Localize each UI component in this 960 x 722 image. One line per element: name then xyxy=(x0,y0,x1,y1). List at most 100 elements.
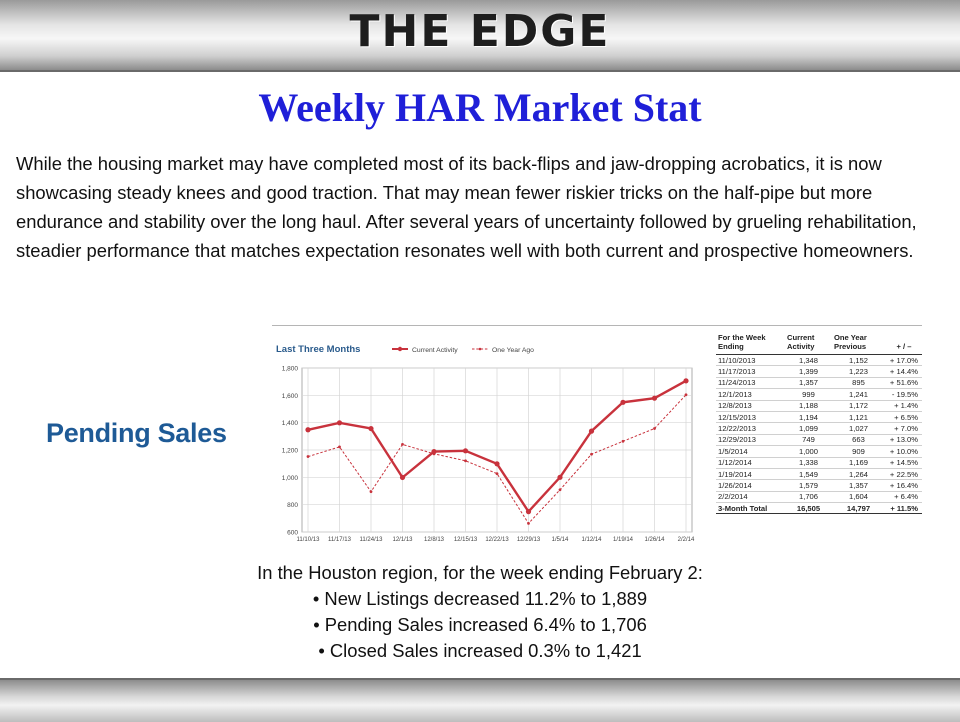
cell-change: + 1.4% xyxy=(885,400,922,412)
cell-change: + 13.0% xyxy=(885,434,922,447)
cell-previous: 1,264 xyxy=(832,468,885,481)
y-tick-label: 1,000 xyxy=(282,475,299,482)
intro-paragraph: While the housing market may have comple… xyxy=(16,153,917,261)
series-previous-point xyxy=(558,488,562,492)
legend-swatch-point xyxy=(397,346,403,352)
series-current-point xyxy=(305,427,311,433)
series-previous-point xyxy=(653,427,656,430)
section-label: Pending Sales xyxy=(46,418,227,448)
table-row: 12/15/2013 1,194 1,121 + 6.5% xyxy=(716,411,922,424)
series-current-point xyxy=(462,448,469,454)
cell-previous: 14,797 xyxy=(832,502,885,515)
cell-week: 1/19/2014 xyxy=(716,468,785,481)
table-total-row: 3-Month Total 16,505 14,797 + 11.5% xyxy=(716,502,922,515)
y-tick-label: 800 xyxy=(287,502,298,509)
series-current-point xyxy=(336,420,343,426)
series-previous-point xyxy=(401,442,404,446)
table-row: 1/19/2014 1,549 1,264 + 22.5% xyxy=(716,468,922,481)
cell-current: 1,579 xyxy=(785,479,832,492)
y-tick-label: 600 xyxy=(287,530,298,537)
cell-previous: 1,027 xyxy=(832,422,885,435)
series-previous-point xyxy=(621,439,625,443)
cell-change: + 22.5% xyxy=(885,468,922,481)
x-tick-label: 11/17/13 xyxy=(328,537,352,543)
page-title: Weekly HAR Market Stat xyxy=(258,85,702,130)
x-tick-label: 2/2/14 xyxy=(678,537,695,543)
table-row: 12/22/2013 1,099 1,027 + 7.0% xyxy=(716,422,922,435)
cell-week: 12/29/2013 xyxy=(716,434,785,447)
x-tick-label: 12/15/13 xyxy=(454,537,478,543)
cell-week: 12/8/2013 xyxy=(716,400,785,412)
header-week-ending: For the Week Ending xyxy=(716,333,785,355)
cell-current: 749 xyxy=(785,434,832,447)
summary-heading: In the Houston region, for the week endi… xyxy=(257,562,703,583)
series-previous-point xyxy=(527,521,530,525)
x-tick-label: 12/8/13 xyxy=(424,537,445,543)
x-axis-labels: 11/10/13 11/17/13 11/24/13 12/1/13 12/8/13 12… xyxy=(297,537,695,543)
cell-week: 2/2/2014 xyxy=(716,491,785,504)
chart-background xyxy=(272,332,705,546)
cell-previous: 1,121 xyxy=(832,411,885,424)
cell-previous: 895 xyxy=(832,377,885,390)
cell-change: + 14.4% xyxy=(885,365,922,378)
series-previous-point xyxy=(306,455,310,458)
header-one-year-previous: One Year Previous xyxy=(832,333,885,355)
series-previous-point xyxy=(369,490,373,494)
y-tick-label: 1,200 xyxy=(282,448,299,455)
cell-current: 999 xyxy=(785,388,832,401)
stats-table: For the Week Ending Current Activity One… xyxy=(716,333,922,515)
section-divider xyxy=(272,325,922,326)
x-tick-label: 11/24/13 xyxy=(360,537,384,543)
cell-change: + 11.5% xyxy=(885,502,922,515)
cell-change: + 7.0% xyxy=(885,422,922,435)
series-current-point xyxy=(494,461,500,467)
series-previous-point xyxy=(590,452,593,456)
cell-week: 3-Month Total xyxy=(716,502,785,515)
series-previous-point xyxy=(338,445,341,449)
table-row: 1/5/2014 1,000 909 + 10.0% xyxy=(716,445,922,458)
summary-bullet-pending-sales: • Pending Sales increased 6.4% to 1,706 xyxy=(313,614,647,635)
cell-week: 12/22/2013 xyxy=(716,422,785,435)
series-current-point xyxy=(525,509,532,515)
legend-label: One Year Ago xyxy=(492,347,534,354)
x-tick-label: 11/10/13 xyxy=(297,537,321,543)
cell-previous: 1,357 xyxy=(832,479,885,492)
series-current-point xyxy=(399,474,406,481)
cell-change: + 6.5% xyxy=(885,411,922,424)
header-change: + / – xyxy=(885,333,922,355)
table-row: 12/29/2013 749 663 + 13.0% xyxy=(716,434,922,447)
cell-current: 1,188 xyxy=(785,400,832,412)
cell-previous: 1,223 xyxy=(832,365,885,378)
series-previous-point xyxy=(495,472,499,476)
table-body: 11/10/2013 1,348 1,152 + 17.0% 11/17/2013 1,3… xyxy=(716,354,922,515)
y-tick-label: 1,600 xyxy=(282,393,299,400)
cell-current: 1,099 xyxy=(785,422,832,435)
series-current-point xyxy=(588,428,595,434)
table-row: 11/10/2013 1,348 1,152 + 17.0% xyxy=(716,354,922,367)
x-tick-label: 12/1/13 xyxy=(392,537,413,543)
chart-gridlines xyxy=(301,367,693,533)
series-previous-point xyxy=(684,393,688,397)
series-current-point xyxy=(557,474,563,480)
cell-change: - 19.5% xyxy=(885,388,922,401)
table-row: 12/1/2013 999 1,241- 19.5% xyxy=(716,388,922,401)
legend-label: Current Activity xyxy=(412,347,458,354)
cell-previous: 1,169 xyxy=(832,457,885,469)
x-tick-label: 1/19/14 xyxy=(613,537,634,543)
summary-bullet-new-listings: • New Listings decreased 11.2% to 1,889 xyxy=(312,588,648,609)
cell-change: + 14.5% xyxy=(885,457,922,469)
cell-change: + 51.6% xyxy=(885,377,922,390)
legend-swatch-point xyxy=(478,347,482,351)
series-previous-point xyxy=(464,459,467,463)
table-row: 1/26/2014 1,579 1,357 + 16.4% xyxy=(716,479,922,492)
summary-block: In the Houston region, for the week endi… xyxy=(0,560,960,664)
chart-legend: Current Activity One Year Ago xyxy=(392,346,534,354)
cell-current: 1,348 xyxy=(785,354,832,367)
line-chart: Last Three Months Current Activity One Ye… xyxy=(272,332,705,546)
table-row: 11/17/2013 1,399 1,223 + 14.4% xyxy=(716,365,922,378)
cell-week: 12/1/2013 xyxy=(716,388,785,401)
brand-logo: THE EDGE xyxy=(349,6,611,57)
chart-title: Last Three Months xyxy=(276,344,360,355)
cell-current: 1,194 xyxy=(785,411,832,424)
x-tick-label: 12/22/13 xyxy=(485,537,509,543)
